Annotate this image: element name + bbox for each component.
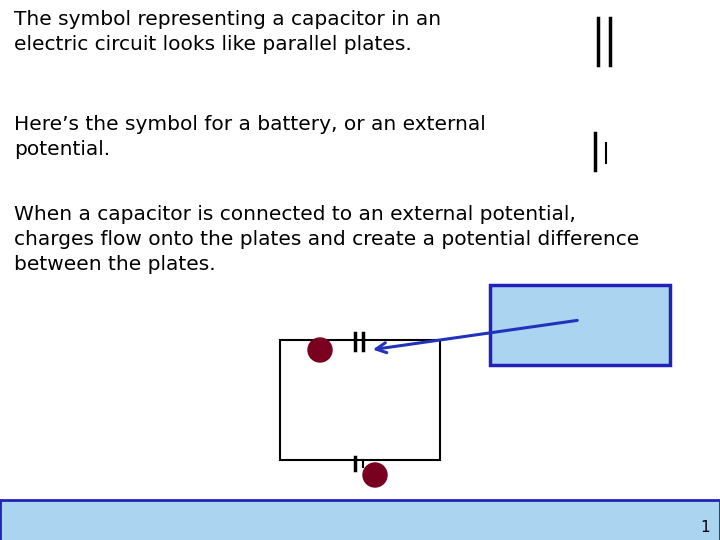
- Text: The symbol representing a capacitor in an
electric circuit looks like parallel p: The symbol representing a capacitor in a…: [14, 10, 441, 54]
- Bar: [490, 285, 670, 365]
- Text: Here’s the symbol for a battery, or an external
potential.: Here’s the symbol for a battery, or an e…: [14, 115, 486, 159]
- Text: 1: 1: [701, 519, 710, 535]
- Bar: [0, 500, 720, 540]
- Circle shape: [308, 338, 332, 362]
- Bar: [280, 340, 440, 460]
- Text: When a capacitor is connected to an external potential,
charges flow onto the pl: When a capacitor is connected to an exte…: [14, 205, 639, 274]
- Circle shape: [363, 463, 387, 487]
